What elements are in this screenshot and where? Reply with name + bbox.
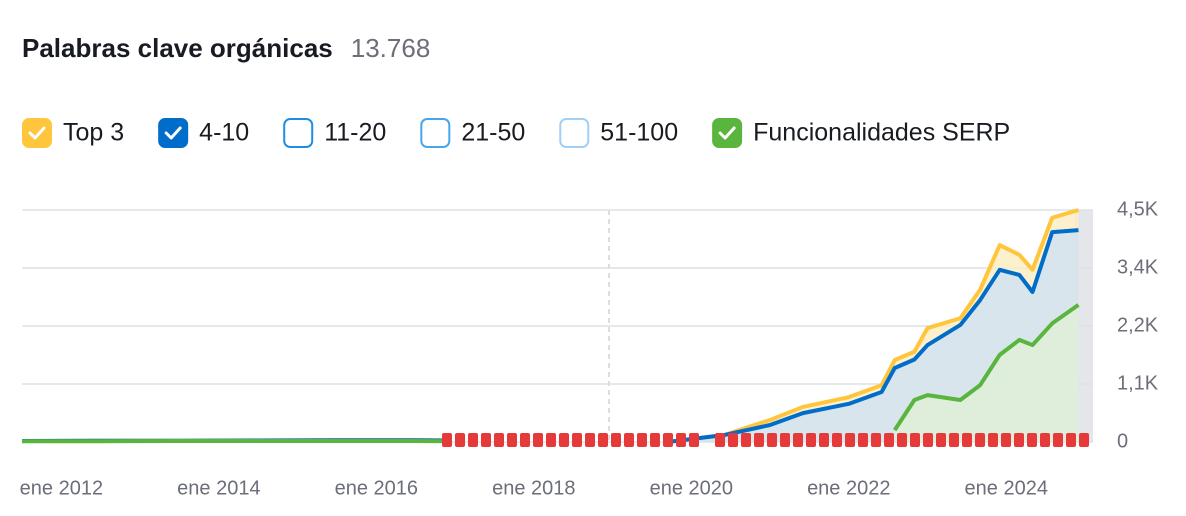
event-flag [585, 433, 595, 447]
event-flag [546, 433, 556, 447]
event-flag [611, 433, 621, 447]
series-area [894, 304, 1079, 442]
event-flag [832, 433, 842, 447]
event-flag [1079, 433, 1089, 447]
event-flag [637, 433, 647, 447]
legend-checkbox [22, 118, 52, 148]
event-flag [715, 433, 725, 447]
event-flag [559, 433, 569, 447]
y-tick-label: 3,4K [1117, 256, 1159, 278]
event-flag [988, 433, 998, 447]
x-tick-label: ene 2020 [650, 477, 733, 499]
y-tick-label: 1,1K [1117, 372, 1159, 394]
legend-label: 21-50 [461, 119, 525, 147]
event-flag [507, 433, 517, 447]
event-flag [689, 433, 699, 447]
event-flag [1001, 433, 1011, 447]
legend-checkbox [712, 118, 743, 148]
event-flag [819, 433, 829, 447]
event-flag [1066, 433, 1076, 447]
legend-item[interactable]: 4-10 [158, 118, 249, 148]
event-flag [858, 433, 868, 447]
event-flag [572, 433, 582, 447]
y-tick-label: 2,2K [1117, 314, 1159, 336]
event-flag [936, 433, 946, 447]
event-flag [793, 433, 803, 447]
event-flag [1027, 433, 1037, 447]
legend-item[interactable]: Funcionalidades SERP [712, 118, 1010, 148]
event-flag [650, 433, 660, 447]
event-flag [975, 433, 985, 447]
event-flag [910, 433, 920, 447]
legend-label: 11-20 [324, 119, 386, 147]
event-flags [442, 433, 1089, 447]
legend-label: 51-100 [600, 119, 678, 147]
legend-item[interactable]: 51-100 [559, 118, 678, 148]
series-line [671, 228, 1079, 444]
event-flag [884, 433, 894, 447]
legend-item[interactable]: 21-50 [420, 118, 525, 148]
legend-checkbox [158, 118, 189, 148]
event-flag [767, 433, 777, 447]
event-flag [780, 433, 790, 447]
event-flag [806, 433, 816, 447]
legend-check [28, 126, 46, 140]
event-flag [728, 433, 738, 447]
legend-check [164, 126, 182, 140]
x-tick-label: ene 2024 [965, 477, 1048, 499]
x-tick-label: ene 2014 [177, 477, 260, 499]
event-flag [520, 433, 530, 447]
event-flag [1053, 433, 1063, 447]
chart-subtitle: 13.768 [351, 33, 431, 63]
event-flag [481, 433, 491, 447]
x-tick-label: ene 2016 [335, 477, 418, 499]
chart-title: Palabras clave orgánicas [22, 33, 333, 63]
event-flag [754, 433, 764, 447]
legend-label: Top 3 [63, 119, 124, 147]
legend-check [718, 126, 736, 140]
legend-checkbox [420, 118, 451, 148]
event-flag [962, 433, 972, 447]
event-flag [949, 433, 959, 447]
event-flag [624, 433, 634, 447]
series-line [893, 303, 1080, 432]
event-flag [455, 433, 465, 447]
legend-item[interactable]: Top 3 [22, 118, 124, 148]
event-flag [1040, 433, 1050, 447]
event-flag [533, 433, 543, 447]
event-flag [871, 433, 881, 447]
y-tick-label: 0 [1117, 430, 1128, 452]
legend-label: Funcionalidades SERP [753, 119, 1010, 147]
series-line [671, 208, 1080, 444]
event-flag [663, 433, 673, 447]
event-flag [741, 433, 751, 447]
legend-label: 4-10 [199, 119, 249, 147]
event-flag [442, 433, 452, 447]
x-tick-label: ene 2022 [807, 477, 890, 499]
event-flag [676, 433, 686, 447]
event-flag [923, 433, 933, 447]
legend-item[interactable]: 11-20 [283, 118, 386, 148]
legend-checkbox [559, 118, 590, 148]
x-tick-label: ene 2012 [20, 477, 103, 499]
x-tick-label: ene 2018 [492, 477, 575, 499]
event-flag [494, 433, 504, 447]
event-flag [468, 433, 478, 447]
event-flag [897, 433, 907, 447]
legend-checkbox [283, 118, 314, 148]
event-flag [845, 433, 855, 447]
event-flag [1014, 433, 1024, 447]
y-tick-label: 4,5K [1117, 198, 1159, 220]
event-flag [598, 433, 608, 447]
